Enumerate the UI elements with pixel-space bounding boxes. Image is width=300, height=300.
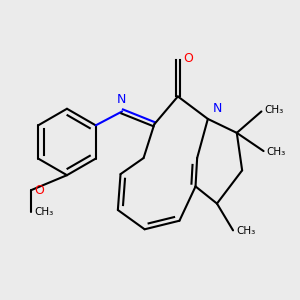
Text: N: N: [116, 93, 126, 106]
Text: CH₃: CH₃: [34, 207, 53, 217]
Text: O: O: [34, 184, 44, 197]
Text: CH₃: CH₃: [236, 226, 256, 236]
Text: CH₃: CH₃: [265, 105, 284, 116]
Text: N: N: [213, 102, 223, 115]
Text: CH₃: CH₃: [267, 147, 286, 157]
Text: O: O: [183, 52, 193, 65]
